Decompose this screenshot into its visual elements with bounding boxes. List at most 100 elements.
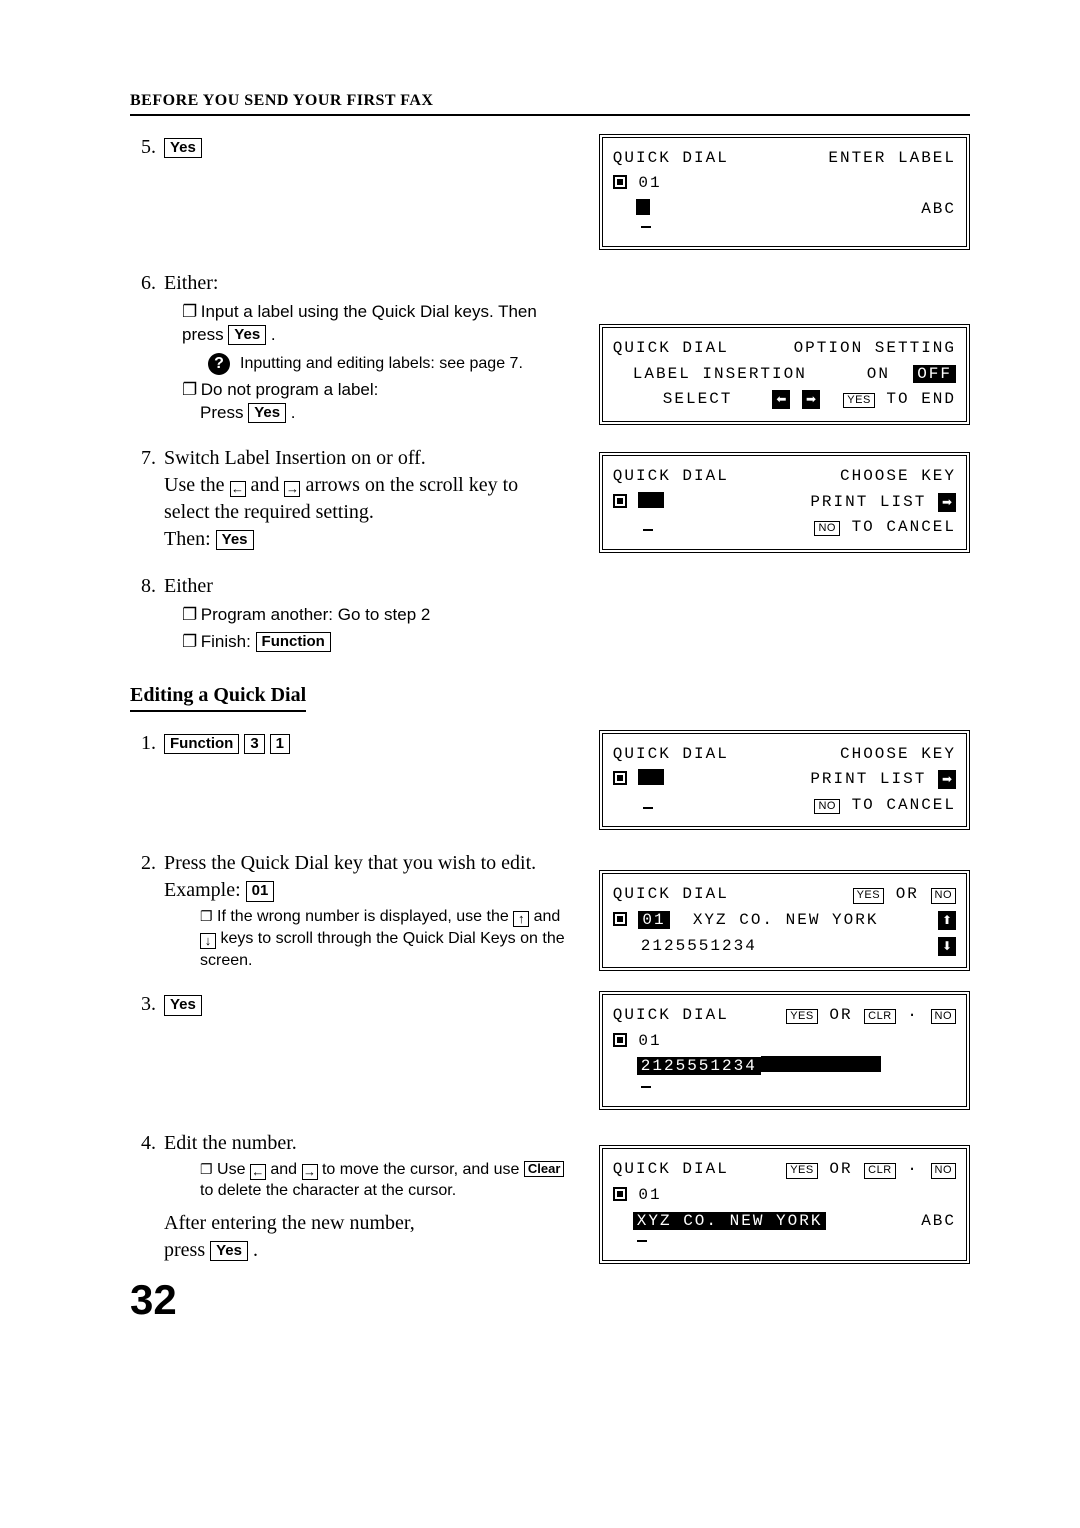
edit-4-note: ❐ Use ← and → to move the cursor, and us…: [200, 1159, 567, 1202]
text: .: [248, 1239, 258, 1261]
edit-3-num: 3.: [130, 991, 156, 1018]
key-01: 01: [246, 881, 275, 902]
lcd-text: ·: [907, 1160, 919, 1178]
lcd-entry-preview: QUICK DIALYES OR NO 01 XYZ CO. NEW YORK⬆…: [599, 870, 970, 971]
lcd-text: QUICK DIAL: [613, 1003, 729, 1029]
clear-key: Clear: [524, 1161, 565, 1177]
lcd-text: PRINT LIST: [810, 493, 926, 511]
lcd-highlight: 2125551234: [637, 1057, 761, 1075]
step-5-num: 5.: [130, 134, 156, 161]
text: Use: [217, 1161, 250, 1178]
text: Use the: [164, 474, 230, 496]
underline-icon: [641, 226, 651, 228]
lcd-option-setting: QUICK DIALOPTION SETTING LABEL INSERTION…: [599, 324, 970, 425]
bullet-icon: ❐: [182, 631, 196, 654]
lcd-text: PRINT LIST: [810, 770, 926, 788]
step-7-num: 7.: [130, 445, 156, 553]
edit-step-4: 4. Edit the number. ❐ Use ← and → to mov…: [130, 1130, 567, 1264]
text: If the wrong number is displayed, use th…: [217, 908, 513, 925]
right-arrow-key: →: [284, 481, 300, 497]
text: Do not program a label:: [201, 380, 379, 399]
key-1: 1: [270, 734, 290, 755]
lcd-text: QUICK DIAL: [613, 146, 729, 172]
square-icon: [613, 771, 627, 785]
yes-key: Yes: [248, 403, 286, 424]
no-key-small: NO: [814, 799, 840, 814]
step-8: 8. Either ❐ Program another: Go to step …: [130, 573, 567, 654]
note-text: Inputting and editing labels: see page 7…: [240, 353, 523, 375]
text: Finish:: [201, 632, 256, 651]
bullet-icon: ❐: [182, 379, 196, 402]
left-arrow-icon: ⬅: [772, 390, 790, 409]
step-8-label: Either: [164, 575, 213, 597]
right-arrow-icon: ➡: [802, 390, 820, 409]
page-number: 32: [130, 1272, 970, 1329]
step-5: 5. Yes: [130, 134, 567, 161]
text: .: [286, 403, 295, 422]
text: Press the Quick Dial key that you wish t…: [164, 852, 536, 901]
step-7-line1: Switch Label Insertion on or off.: [164, 445, 567, 472]
lcd-text: OR: [829, 1160, 852, 1178]
lcd-enter-label: QUICK DIALENTER LABEL 01 ABC: [599, 134, 970, 250]
lcd-choose-key-2: QUICK DIALCHOOSE KEY PRINT LIST ➡ NO TO …: [599, 730, 970, 831]
lcd-text: OR: [896, 885, 919, 903]
underline-icon: [643, 529, 653, 531]
lcd-number-edit: QUICK DIALYES OR CLR · NO 01 2125551234: [599, 991, 970, 1109]
up-arrow-key: ↑: [513, 911, 529, 927]
bullet-icon: ❐: [182, 301, 196, 324]
lcd-text: CHOOSE KEY: [840, 742, 956, 768]
step-6-num: 6.: [130, 270, 156, 425]
lcd-text: TO CANCEL: [852, 518, 956, 536]
lcd-text: 2125551234: [613, 934, 757, 960]
lcd-text: TO CANCEL: [852, 796, 956, 814]
text: Edit the number.: [164, 1132, 297, 1154]
text: Program another: Go to step 2: [201, 605, 431, 624]
text: Press: [200, 403, 248, 422]
text: and: [529, 908, 560, 925]
edit-step-1: 1. Function 3 1: [130, 730, 567, 757]
step-8-option-a: ❐ Program another: Go to step 2: [182, 604, 567, 627]
lcd-text: 01: [638, 174, 661, 192]
edit-2-num: 2.: [130, 850, 156, 971]
lcd-text: TO END: [886, 390, 956, 408]
text: press: [164, 1239, 210, 1261]
underline-icon: [637, 1240, 647, 1242]
clr-key-small: CLR: [864, 1009, 896, 1024]
underline-icon: [643, 807, 653, 809]
lcd-text: ABC: [921, 1209, 956, 1235]
lcd-highlight: 01: [638, 911, 669, 929]
yes-key: Yes: [210, 1241, 248, 1262]
text: .: [266, 325, 275, 344]
editing-heading: Editing a Quick Dial: [130, 682, 306, 712]
text: to delete the character at the cursor.: [200, 1182, 456, 1199]
edit-1-num: 1.: [130, 730, 156, 757]
lcd-choose-key-1: QUICK DIALCHOOSE KEY PRINT LIST ➡ NO TO …: [599, 452, 970, 553]
cursor-icon: [638, 492, 664, 508]
no-key-small: NO: [931, 1163, 957, 1178]
step-6-label: Either:: [164, 272, 218, 294]
help-icon: ?: [208, 353, 230, 375]
square-icon: [613, 494, 627, 508]
yes-key-small: YES: [786, 1009, 818, 1024]
yes-key: Yes: [164, 138, 202, 159]
no-key-small: NO: [814, 521, 840, 536]
text: to move the cursor, and use: [318, 1161, 524, 1178]
bullet-icon: ❐: [200, 1161, 213, 1177]
underline-icon: [641, 1086, 651, 1088]
lcd-label-edit: QUICK DIALYES OR CLR · NO 01 XYZ CO. NEW…: [599, 1145, 970, 1263]
lcd-text: OPTION SETTING: [794, 336, 956, 362]
right-arrow-icon: ➡: [938, 770, 956, 789]
edit-4-num: 4.: [130, 1130, 156, 1264]
yes-key-small: YES: [843, 393, 875, 408]
cursor-icon: [638, 769, 664, 785]
step-6-option-a: ❐ Input a label using the Quick Dial key…: [182, 301, 567, 347]
right-arrow-key: →: [302, 1164, 318, 1180]
step-7-then: Then: Yes: [164, 526, 567, 553]
square-icon: [613, 1033, 627, 1047]
yes-key: Yes: [216, 530, 254, 551]
lcd-text: 01: [638, 1186, 661, 1204]
cursor-bar-icon: [761, 1056, 881, 1072]
lcd-text: LABEL INSERTION: [613, 362, 807, 388]
square-icon: [613, 1187, 627, 1201]
text: keys to scroll through the Quick Dial Ke…: [200, 930, 565, 969]
